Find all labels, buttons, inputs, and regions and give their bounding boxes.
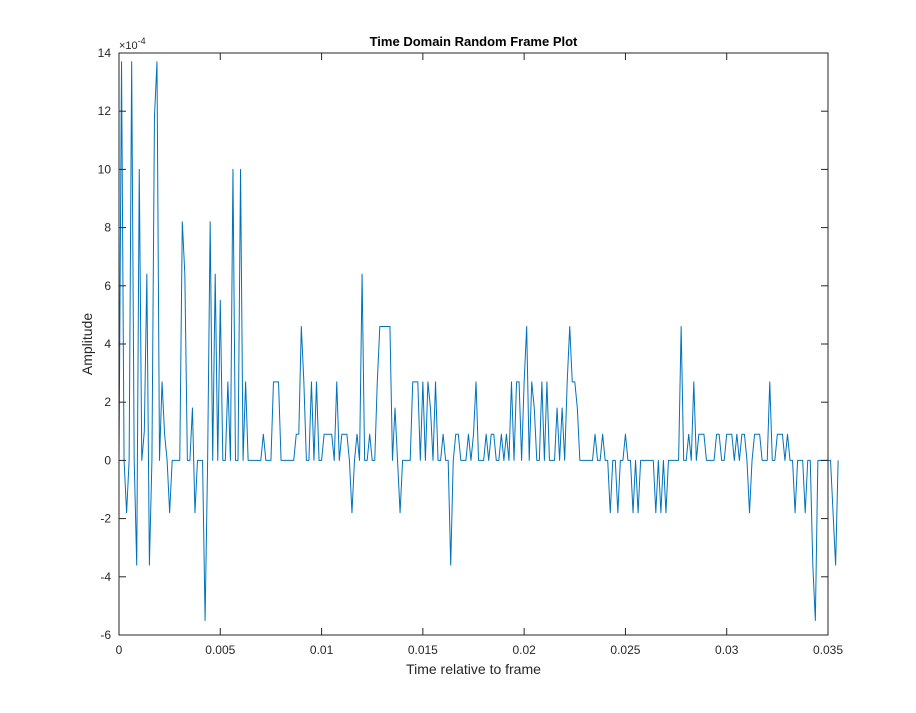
y-axis-ticks: -6 -4 -2 0 2 4 6 8 10 12 14	[98, 46, 828, 642]
y-axis-exponent-label: ×10-4	[119, 36, 146, 52]
y-tick-label: 6	[104, 279, 111, 293]
y-tick-label: 8	[104, 221, 111, 235]
y-axis-label: Amplitude	[79, 313, 95, 375]
plot-area-background	[119, 53, 828, 635]
y-tick-label: 14	[98, 46, 112, 60]
y-tick-label: 12	[98, 104, 112, 118]
x-tick-label: 0	[116, 643, 123, 657]
y-tick-label: -4	[100, 570, 111, 584]
x-axis-ticks: 0 0.005 0.01 0.015 0.02 0.025 0.03 0.035	[116, 53, 843, 657]
y-tick-label: 2	[104, 395, 111, 409]
y-tick-label: 10	[98, 162, 112, 176]
series-line	[118, 61, 839, 621]
y-tick-label: 4	[104, 337, 111, 351]
x-tick-label: 0.005	[205, 643, 235, 657]
x-tick-label: 0.02	[512, 643, 536, 657]
x-tick-label: 0.035	[813, 643, 843, 657]
x-tick-label: 0.03	[715, 643, 739, 657]
y-tick-label: -6	[100, 628, 111, 642]
x-tick-label: 0.01	[310, 643, 334, 657]
series-group	[118, 61, 839, 621]
x-tick-label: 0.015	[408, 643, 438, 657]
y-tick-label: -2	[100, 512, 111, 526]
x-axis-label: Time relative to frame	[406, 661, 541, 677]
chart-title: Time Domain Random Frame Plot	[370, 34, 578, 49]
x-tick-label: 0.025	[610, 643, 640, 657]
y-tick-label: 0	[104, 453, 111, 467]
